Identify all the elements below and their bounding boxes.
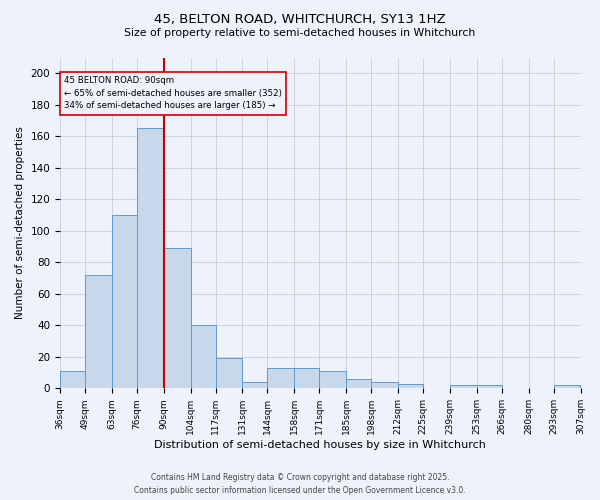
Bar (477, 385, 502, 388)
Text: 45, BELTON ROAD, WHITCHURCH, SY13 1HZ: 45, BELTON ROAD, WHITCHURCH, SY13 1HZ (154, 12, 446, 26)
Bar (295, 368, 319, 388)
Bar (60, 371, 85, 388)
Text: 45 BELTON ROAD: 90sqm
← 65% of semi-detached houses are smaller (352)
34% of sem: 45 BELTON ROAD: 90sqm ← 65% of semi-deta… (64, 76, 282, 110)
Bar (450, 385, 477, 388)
Bar (164, 248, 191, 388)
X-axis label: Distribution of semi-detached houses by size in Whitchurch: Distribution of semi-detached houses by … (154, 440, 486, 450)
Bar (191, 326, 215, 388)
Bar (319, 371, 346, 388)
Text: Contains HM Land Registry data © Crown copyright and database right 2025.
Contai: Contains HM Land Registry data © Crown c… (134, 474, 466, 495)
Bar (554, 385, 580, 388)
Bar (346, 379, 371, 388)
Bar (398, 384, 423, 388)
Text: Size of property relative to semi-detached houses in Whitchurch: Size of property relative to semi-detach… (124, 28, 476, 38)
Bar (137, 128, 164, 388)
Bar (242, 382, 268, 388)
Bar (371, 382, 398, 388)
Y-axis label: Number of semi-detached properties: Number of semi-detached properties (15, 126, 25, 320)
Bar (112, 215, 137, 388)
Bar (268, 368, 295, 388)
Bar (215, 358, 242, 388)
Bar (85, 275, 112, 388)
